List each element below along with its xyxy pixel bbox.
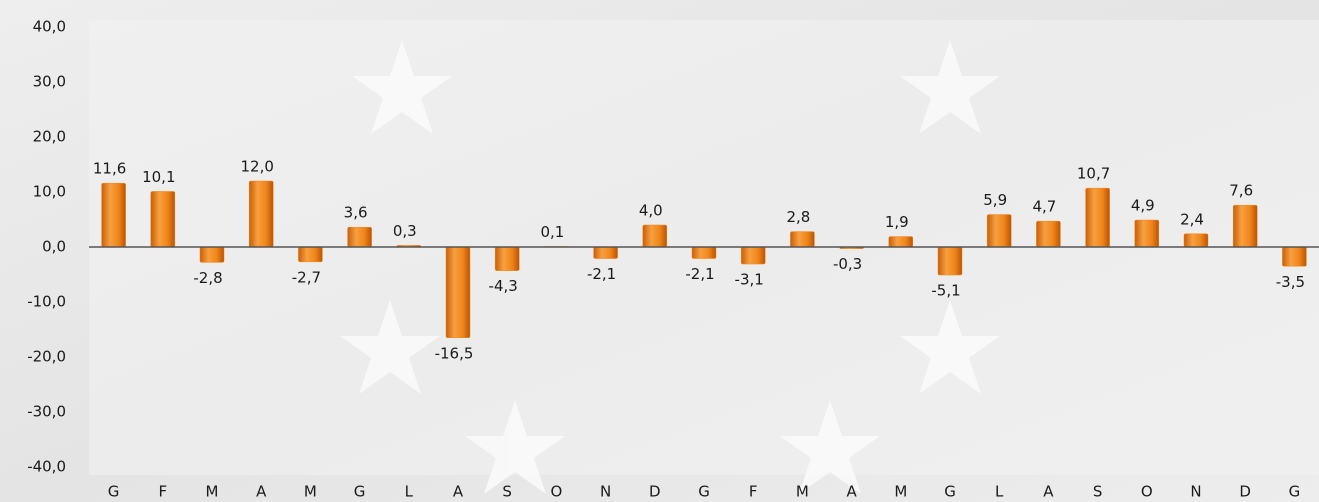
bar: [1183, 233, 1209, 248]
value-label: 0,3: [393, 222, 417, 240]
star: [900, 300, 1000, 394]
y-tick-label: 20,0: [33, 128, 66, 146]
value-label: -3,1: [735, 271, 764, 289]
value-label: -2,1: [587, 265, 616, 283]
value-label: 10,1: [142, 168, 175, 186]
star-decorations: [340, 40, 1000, 494]
x-tick-label: G: [944, 483, 956, 501]
value-label: 12,0: [240, 158, 273, 176]
value-label: -2,7: [292, 268, 321, 286]
bar: [740, 246, 766, 265]
bar: [691, 246, 717, 259]
star: [780, 400, 880, 494]
bar: [248, 180, 274, 248]
x-tick-label: F: [749, 483, 758, 501]
x-tick-label: O: [550, 483, 562, 501]
x-tick-label: M: [894, 483, 907, 501]
x-tick-label: D: [1239, 483, 1251, 501]
x-tick-label: D: [649, 483, 661, 501]
bar: [298, 246, 323, 263]
bar: [1134, 219, 1160, 248]
bar: [642, 224, 668, 248]
x-tick-label: M: [304, 483, 317, 501]
value-label: -2,8: [193, 269, 222, 287]
value-label: 10,7: [1077, 165, 1110, 183]
value-label: 4,0: [639, 202, 663, 220]
value-label: 5,9: [983, 191, 1007, 209]
value-label: -3,5: [1276, 273, 1305, 291]
bar: [986, 214, 1012, 248]
value-label: 4,7: [1032, 198, 1056, 216]
bar: [150, 191, 176, 248]
x-tick-label: M: [206, 483, 219, 501]
star: [900, 40, 1000, 134]
y-tick-label: -20,0: [27, 348, 66, 366]
y-tick-label: 40,0: [33, 18, 66, 36]
value-label: -4,3: [489, 277, 518, 295]
x-tick-label: O: [1141, 483, 1153, 501]
value-label: 7,6: [1229, 182, 1253, 200]
value-label: -5,1: [931, 282, 960, 300]
x-tick-label: A: [846, 483, 857, 501]
value-label: 0,1: [540, 223, 564, 241]
y-tick-label: 30,0: [33, 73, 66, 91]
x-tick-label: G: [354, 483, 366, 501]
bar: [1036, 220, 1061, 248]
y-tick-label: 0,0: [42, 238, 66, 256]
value-label: 3,6: [344, 204, 368, 222]
x-tick-label: G: [108, 483, 120, 501]
bar: [101, 182, 126, 248]
x-tick-label: N: [1190, 483, 1201, 501]
bar: [1085, 187, 1110, 248]
x-tick-label: A: [453, 483, 464, 501]
value-label: 11,6: [93, 160, 126, 178]
value-label: 2,4: [1180, 210, 1204, 228]
value-label: -0,3: [833, 255, 862, 273]
bar: [593, 246, 618, 259]
value-label: -2,1: [685, 265, 714, 283]
star: [465, 400, 565, 494]
x-tick-label: S: [502, 483, 512, 501]
bar: [888, 236, 914, 248]
x-tick-label: M: [796, 483, 809, 501]
x-tick-label: F: [158, 483, 167, 501]
value-label: 1,9: [885, 213, 909, 231]
bar: [445, 246, 471, 338]
y-tick-label: -10,0: [27, 293, 66, 311]
x-tick-label: A: [256, 483, 267, 501]
bar: [1282, 246, 1307, 267]
star: [340, 300, 440, 394]
bar: [494, 246, 520, 271]
bar: [790, 231, 815, 248]
value-label: 2,8: [786, 208, 810, 226]
value-label: 4,9: [1131, 197, 1155, 215]
x-tick-label: N: [600, 483, 611, 501]
bar: [199, 246, 225, 263]
x-tick-label: L: [995, 483, 1004, 501]
x-tick-label: G: [698, 483, 710, 501]
bar: [347, 226, 372, 248]
x-tick-label: S: [1093, 483, 1103, 501]
x-tick-label: G: [1289, 483, 1301, 501]
bar: [1232, 204, 1258, 248]
star: [352, 40, 452, 134]
x-tick-label: A: [1043, 483, 1054, 501]
y-tick-label: -30,0: [27, 403, 66, 421]
chart-layer: -40,0 -30,0 -20,0 -10,0 0,0 10,0 20,0 30,0 40,0 G…: [27, 18, 1319, 501]
y-tick-label: 10,0: [33, 183, 66, 201]
y-tick-label: -40,0: [27, 458, 66, 476]
value-label: -16,5: [435, 344, 474, 362]
x-tick-label: L: [405, 483, 414, 501]
bar: [937, 246, 963, 276]
